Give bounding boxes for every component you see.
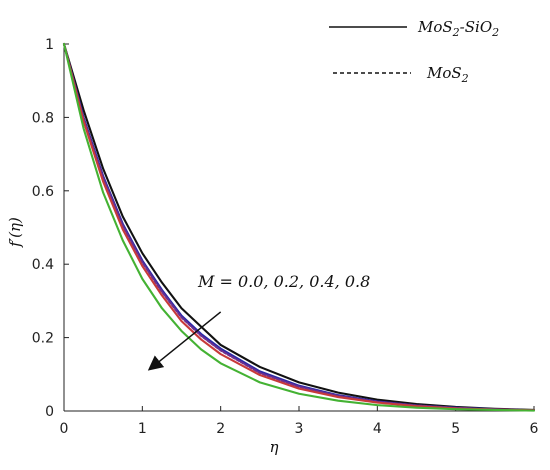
series-line-m0-hybrid — [62, 42, 536, 411]
legend-label-mos2-sio2: MoS2-SiO2 — [417, 18, 499, 39]
x-tick-label: 1 — [138, 421, 147, 437]
x-tick-label: 5 — [451, 421, 460, 437]
x-axis-title: η — [270, 438, 279, 456]
y-tick-label: 0.6 — [32, 184, 54, 200]
y-tick-label: 0.2 — [32, 331, 54, 347]
series-line-m08-hybrid — [62, 42, 536, 412]
legend: MoS2-SiO2 MoS2 — [329, 18, 499, 85]
y-tick-label: 1 — [45, 37, 54, 53]
x-tick-label: 2 — [216, 421, 225, 437]
y-tick-label: 0.8 — [32, 110, 54, 126]
y-axis-ticks: 0 0.2 0.4 0.6 0.8 1 — [32, 37, 69, 420]
plot-frame — [63, 44, 534, 412]
parameter-annotation-text: M = 0.0, 0.2, 0.4, 0.8 — [197, 272, 370, 291]
legend-label-mos2: MoS2 — [426, 64, 469, 85]
series-line-m02-hybrid — [62, 42, 536, 412]
series-layer — [62, 42, 536, 412]
x-tick-label: 4 — [373, 421, 382, 437]
x-tick-label: 6 — [530, 421, 539, 437]
series-line-m02-mos2 — [62, 42, 536, 412]
parameter-arrow — [147, 311, 222, 371]
y-tick-label: 0.4 — [32, 257, 54, 273]
x-tick-label: 3 — [295, 421, 304, 437]
series-line-m04-hybrid — [62, 42, 536, 412]
y-tick-label: 0 — [45, 404, 54, 420]
y-axis-title: f′(η) — [6, 217, 24, 248]
x-tick-label: 0 — [60, 421, 69, 437]
parameter-annotation: M = 0.0, 0.2, 0.4, 0.8 — [147, 272, 370, 371]
